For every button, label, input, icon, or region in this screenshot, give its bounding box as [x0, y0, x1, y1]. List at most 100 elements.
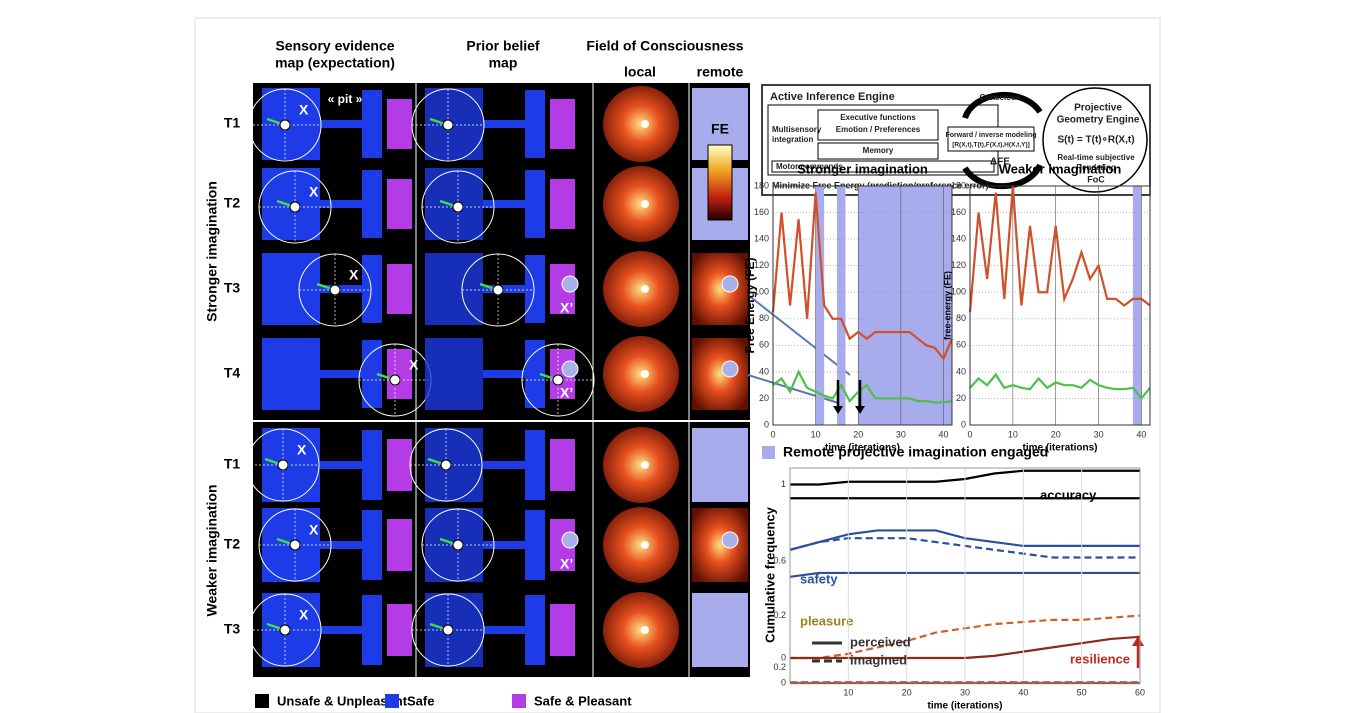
- foc-dot: [641, 541, 649, 549]
- corridor: [320, 461, 365, 469]
- legend-label: Unsafe & Unpleasant: [277, 693, 408, 708]
- x-tick-label: 40: [938, 429, 948, 439]
- diagram-text: integration: [772, 135, 813, 144]
- projective-circle: [1042, 87, 1148, 193]
- group-label: Stronger imagination: [204, 181, 220, 322]
- safe-zone: [362, 430, 382, 500]
- agent: [277, 459, 289, 471]
- imagination-span: [815, 186, 825, 425]
- row-label: T2: [224, 195, 241, 211]
- pleasant-zone: [387, 264, 412, 314]
- x-tick-label: 40: [1136, 429, 1146, 439]
- memory-box: [817, 142, 939, 160]
- column-subheader: local: [624, 64, 656, 80]
- foc-dot: [641, 461, 649, 469]
- safe-zone: [362, 595, 382, 665]
- y-tick-label: 160: [951, 207, 966, 217]
- diagram-text: Projective: [1074, 103, 1122, 114]
- imagination-span: [1132, 186, 1142, 425]
- map-mark: X: [309, 184, 319, 200]
- agent: [442, 119, 454, 131]
- safe-zone: [525, 255, 545, 323]
- corridor: [320, 120, 365, 128]
- connector: [747, 374, 846, 406]
- legend-label: Safe & Pleasant: [534, 693, 632, 708]
- annotation: pleasure: [800, 613, 853, 628]
- map-mark: X’: [560, 385, 573, 401]
- safe-zone: [425, 253, 483, 325]
- y-tick-label: 180: [754, 180, 769, 190]
- imagined-target: [561, 275, 579, 293]
- diagram-text: Minimize Free Energy (prediction/prefere…: [772, 180, 989, 190]
- x-tick-label: 10: [811, 429, 821, 439]
- foc-dot: [641, 626, 649, 634]
- foc-remote-empty: [692, 428, 748, 502]
- y-tick-label: 100: [951, 287, 966, 297]
- y-tick-label: 140: [754, 233, 769, 243]
- legend-label: imagined: [850, 652, 907, 667]
- row-label: T1: [224, 456, 241, 472]
- connector: [747, 294, 851, 376]
- y-tick-label: 0: [781, 652, 786, 662]
- corridor: [483, 120, 528, 128]
- pleasant-zone: [550, 99, 575, 149]
- corridor: [483, 541, 528, 549]
- imagined-target: [561, 360, 579, 378]
- y-tick-label: 160: [754, 207, 769, 217]
- safe-zone: [525, 90, 545, 158]
- foc-remote-empty: [692, 593, 748, 667]
- safe-zone: [362, 510, 382, 580]
- diagram-text: Conscious: [980, 93, 1021, 102]
- plot-frame: [969, 185, 1151, 426]
- y-tick-label: 20: [759, 393, 769, 403]
- corridor: [483, 200, 528, 208]
- x-axis-label: time (iterations): [1022, 443, 1097, 454]
- y-tick-label: 1: [781, 479, 786, 489]
- corridor: [483, 461, 528, 469]
- event-arrowhead: [833, 406, 843, 414]
- executive-box: [817, 109, 939, 141]
- pit-label: « pit »: [328, 92, 363, 106]
- corridor: [483, 626, 528, 634]
- row-label: T4: [224, 365, 241, 381]
- x-tick-label: 20: [1051, 429, 1061, 439]
- annotation: accuracy: [1040, 487, 1097, 502]
- group-label: Weaker imagination: [204, 484, 220, 616]
- x-tick-label: 60: [1135, 687, 1145, 697]
- foc-dot: [721, 531, 739, 549]
- y-tick-label: 0.6: [773, 556, 786, 566]
- row-label: T1: [224, 115, 241, 131]
- callout-arrowhead: [1132, 636, 1144, 646]
- map-mark: X: [409, 357, 419, 373]
- plot-frame: [772, 185, 953, 426]
- x-tick-label: 30: [1094, 429, 1104, 439]
- plot-frame: [789, 467, 1141, 684]
- motor-box: [771, 160, 995, 173]
- foc-dot: [721, 360, 739, 378]
- foc-remote: [692, 253, 748, 325]
- diagram-title: Active Inference Engine: [770, 91, 895, 103]
- map-mark: X: [297, 442, 307, 458]
- diagram-text: Multisensory: [772, 125, 822, 134]
- agent: [492, 284, 504, 296]
- safe-zone: [362, 90, 382, 158]
- pleasant-zone: [387, 604, 412, 656]
- model-box: [947, 126, 1035, 152]
- x-axis-label: time (iterations): [825, 443, 900, 454]
- colorbar: [707, 144, 733, 221]
- legend-label: perceived: [850, 634, 911, 649]
- cycle-arrow: [962, 91, 1043, 120]
- y-tick-label: 80: [759, 313, 769, 323]
- agent: [552, 374, 564, 386]
- map-mark: X: [299, 607, 309, 623]
- foc-dot: [641, 285, 649, 293]
- pleasant-zone: [387, 349, 412, 399]
- diagram-text: [R(X,t),T(t),F(X,t),H(X,t,Y)]: [952, 142, 1030, 149]
- diagram-text: Forward / inverse modeling: [945, 132, 1036, 139]
- map-mark: X’: [560, 556, 573, 572]
- agent: [389, 374, 401, 386]
- chart-title: Weaker imagination: [999, 161, 1122, 176]
- diagram-text: Motor commands: [776, 162, 843, 171]
- y-tick-label: 0: [781, 677, 786, 687]
- safe-zone: [362, 255, 382, 323]
